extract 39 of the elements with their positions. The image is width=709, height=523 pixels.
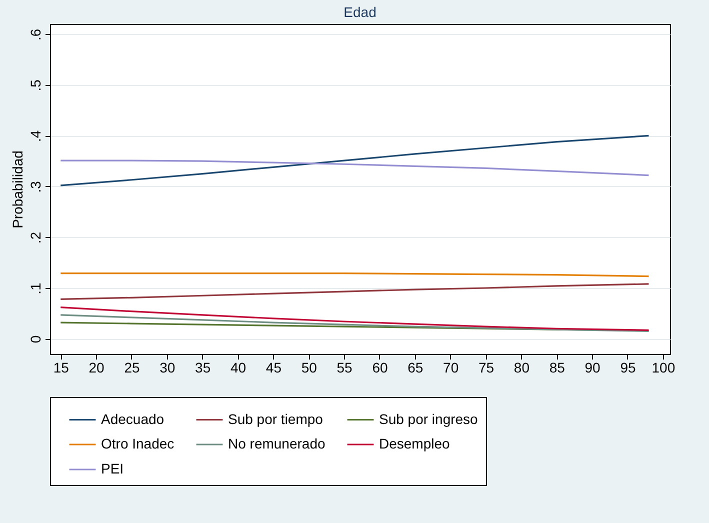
- y-tick-label: 0: [28, 335, 44, 344]
- x-tick-label: 40: [230, 360, 246, 376]
- x-tick-label: 15: [53, 360, 70, 376]
- x-tick-label: 65: [408, 360, 424, 376]
- y-tick-label: .6: [28, 28, 44, 40]
- y-tick-label: .5: [28, 79, 44, 92]
- x-tick-label: 95: [620, 360, 636, 376]
- x-tick-label: 85: [549, 360, 566, 376]
- line-series: [60, 134, 650, 186]
- legend-label: PEI: [101, 460, 124, 476]
- x-tick-label: 60: [372, 360, 388, 376]
- x-tick-label: 20: [88, 360, 105, 376]
- line-series: [60, 160, 650, 176]
- chart-title: Edad: [344, 4, 376, 20]
- legend-label: Desempleo: [379, 436, 450, 452]
- x-tick-label: 80: [514, 360, 530, 376]
- x-tick-label: 70: [443, 360, 459, 376]
- x-tick-label: 35: [195, 360, 211, 376]
- y-tick-label: .2: [28, 232, 44, 244]
- x-tick-label: 50: [301, 360, 318, 376]
- y-axis-title: Probabilidad: [10, 150, 26, 228]
- legend-label: Sub por tiempo: [228, 410, 324, 427]
- line-series: [60, 283, 650, 300]
- legend-label: Adecuado: [101, 410, 164, 427]
- line-series: [60, 314, 650, 332]
- x-tick-label: 90: [584, 360, 601, 376]
- legend-label: Otro Inadec: [101, 436, 174, 452]
- x-tick-label: 55: [336, 360, 353, 376]
- y-tick-label: .4: [28, 130, 44, 142]
- x-tick-label: 100: [652, 360, 676, 376]
- line-series: [60, 306, 650, 331]
- y-tick-label: .3: [28, 180, 44, 193]
- legend-label: Sub por ingreso: [379, 410, 478, 427]
- x-tick-label: 75: [478, 360, 494, 376]
- x-tick-label: 45: [266, 360, 282, 376]
- y-tick-label: .1: [28, 282, 44, 294]
- legend-label: No remunerado: [228, 436, 326, 452]
- x-tick-label: 30: [160, 360, 176, 376]
- x-tick-label: 25: [124, 360, 140, 376]
